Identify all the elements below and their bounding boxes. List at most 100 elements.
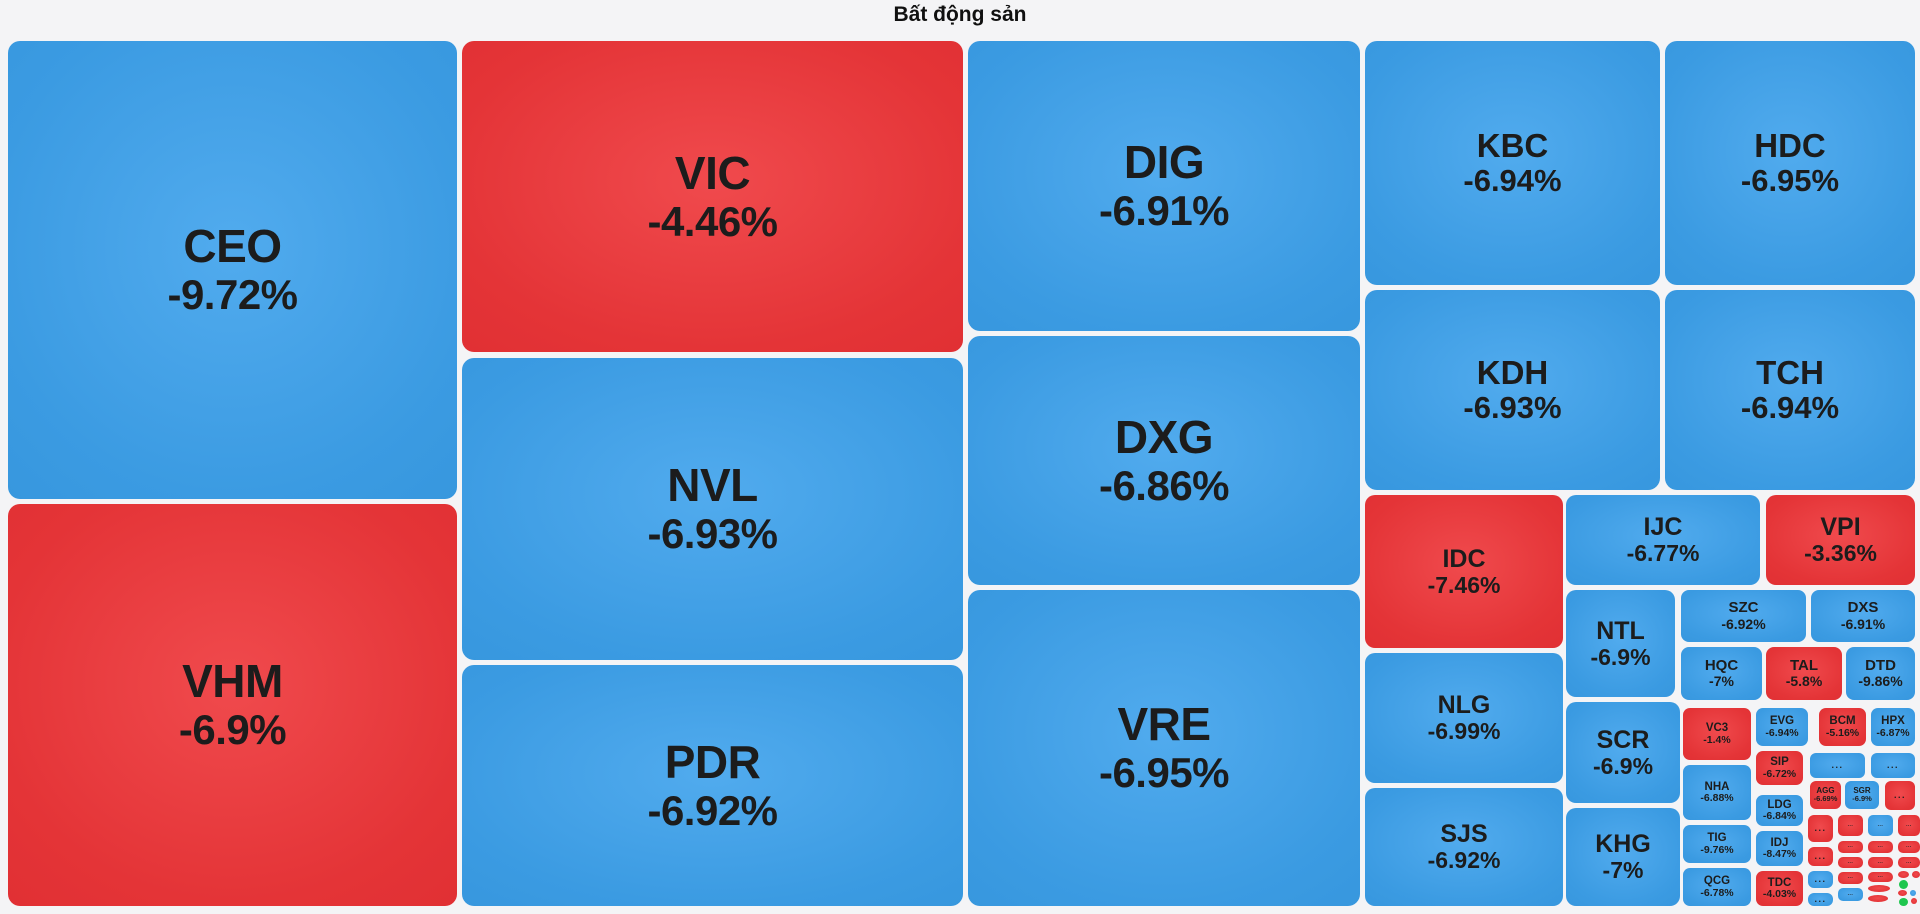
tile-placeholder[interactable]: ...	[1838, 841, 1863, 853]
ticker-label: HPX	[1881, 715, 1905, 728]
tile-placeholder[interactable]: ...	[1838, 888, 1863, 901]
placeholder-dots: ...	[1906, 843, 1912, 850]
placeholder-dots: ...	[1814, 873, 1827, 884]
tile-ntl[interactable]: NTL -6.9%	[1566, 590, 1675, 697]
tile-placeholder[interactable]: ...	[1868, 857, 1893, 868]
tile-placeholder[interactable]	[1868, 885, 1890, 892]
ticker-label: NLG	[1437, 691, 1491, 720]
tile-placeholder[interactable]: ...	[1898, 815, 1920, 836]
tile-placeholder[interactable]	[1899, 880, 1908, 889]
tile-placeholder[interactable]	[1898, 890, 1907, 896]
placeholder-dots: ...	[1847, 843, 1854, 850]
tile-placeholder[interactable]: ...	[1838, 815, 1863, 836]
tile-placeholder[interactable]: ...	[1871, 753, 1915, 778]
change-value: -6.91%	[1840, 615, 1886, 632]
placeholder-dots: ...	[1831, 759, 1844, 770]
tile-nha[interactable]: NHA -6.88%	[1683, 765, 1751, 820]
ticker-label: TIG	[1707, 832, 1727, 845]
tile-placeholder[interactable]	[1910, 890, 1916, 896]
tile-szc[interactable]: SZC -6.92%	[1681, 590, 1806, 642]
change-value: -6.88%	[1700, 792, 1734, 805]
ticker-label: KBC	[1476, 127, 1549, 165]
tile-agg[interactable]: AGG -6.69%	[1810, 781, 1841, 809]
change-value: -6.92%	[647, 786, 778, 834]
tile-placeholder[interactable]: ...	[1868, 815, 1893, 836]
ticker-label: DXS	[1847, 599, 1879, 617]
ticker-label: IDJ	[1770, 836, 1789, 849]
ticker-label: EVG	[1769, 715, 1795, 728]
ticker-label: KHG	[1595, 830, 1651, 859]
change-value: -7.46%	[1427, 571, 1501, 598]
tile-qcg[interactable]: QCG -6.78%	[1683, 868, 1751, 906]
tile-ijc[interactable]: IJC -6.77%	[1566, 495, 1760, 585]
change-value: -6.84%	[1762, 810, 1797, 823]
tile-placeholder[interactable]: ...	[1868, 872, 1893, 882]
change-value: -6.9%	[1592, 752, 1654, 779]
tile-ceo[interactable]: CEO -9.72%	[8, 41, 457, 499]
tile-scr[interactable]: SCR -6.9%	[1566, 702, 1680, 803]
tile-vre[interactable]: VRE -6.95%	[968, 590, 1360, 906]
tile-tig[interactable]: TIG -9.76%	[1683, 825, 1751, 863]
placeholder-dots: ...	[1847, 821, 1854, 828]
tile-placeholder[interactable]	[1912, 871, 1920, 878]
tile-idc[interactable]: IDC -7.46%	[1365, 495, 1563, 648]
ticker-label: HDC	[1754, 127, 1826, 165]
tile-placeholder[interactable]: ...	[1808, 871, 1833, 888]
tile-tch[interactable]: TCH -6.94%	[1665, 290, 1915, 490]
tile-placeholder[interactable]: ...	[1808, 847, 1833, 866]
ticker-label: KDH	[1476, 354, 1549, 392]
tile-dxs[interactable]: DXS -6.91%	[1811, 590, 1915, 642]
tile-placeholder[interactable]: ...	[1808, 893, 1833, 906]
tile-hdc[interactable]: HDC -6.95%	[1665, 41, 1915, 285]
tile-kdh[interactable]: KDH -6.93%	[1365, 290, 1660, 490]
ticker-label: CEO	[183, 220, 282, 273]
tile-vc3[interactable]: VC3 -1.4%	[1683, 708, 1751, 760]
tile-nlg[interactable]: NLG -6.99%	[1365, 653, 1563, 783]
tile-dig[interactable]: DIG -6.91%	[968, 41, 1360, 331]
tile-placeholder[interactable]: ...	[1885, 781, 1915, 810]
placeholder-dots: ...	[1814, 893, 1827, 904]
placeholder-dots: ...	[1877, 873, 1884, 880]
tile-placeholder[interactable]	[1911, 898, 1917, 904]
tile-vhm[interactable]: VHM -6.9%	[8, 504, 457, 906]
tile-nvl[interactable]: NVL -6.93%	[462, 358, 963, 660]
tile-sip[interactable]: SIP -6.72%	[1756, 751, 1803, 785]
tile-tal[interactable]: TAL -5.8%	[1766, 647, 1842, 700]
tile-idj[interactable]: IDJ -8.47%	[1756, 831, 1803, 866]
tile-ldg[interactable]: LDG -6.84%	[1756, 795, 1803, 826]
change-value: -6.86%	[1098, 461, 1230, 509]
tile-placeholder[interactable]	[1868, 895, 1888, 902]
tile-vpi[interactable]: VPI -3.36%	[1766, 495, 1915, 585]
tile-vic[interactable]: VIC -4.46%	[462, 41, 963, 352]
tile-dtd[interactable]: DTD -9.86%	[1846, 647, 1915, 700]
tile-sgr[interactable]: SGR -6.9%	[1845, 781, 1879, 809]
ticker-label: IDC	[1442, 544, 1486, 573]
tile-evg[interactable]: EVG -6.94%	[1756, 708, 1808, 746]
tile-placeholder[interactable]	[1898, 871, 1909, 878]
tile-dxg[interactable]: DXG -6.86%	[968, 336, 1360, 585]
change-value: -6.99%	[1427, 718, 1501, 745]
tile-placeholder[interactable]: ...	[1868, 841, 1893, 853]
tile-pdr[interactable]: PDR -6.92%	[462, 665, 963, 906]
tile-hpx[interactable]: HPX -6.87%	[1871, 708, 1915, 746]
tile-placeholder[interactable]: ...	[1898, 857, 1920, 868]
change-value: -8.47%	[1762, 848, 1797, 861]
change-value: -5.16%	[1825, 726, 1860, 739]
tile-placeholder[interactable]: ...	[1838, 857, 1863, 868]
tile-placeholder[interactable]: ...	[1810, 753, 1865, 778]
tile-sjs[interactable]: SJS -6.92%	[1365, 788, 1563, 906]
change-value: -6.9%	[1590, 643, 1651, 670]
tile-bcm[interactable]: BCM -5.16%	[1819, 708, 1866, 746]
tile-placeholder[interactable]: ...	[1838, 872, 1863, 884]
tile-hqc[interactable]: HQC -7%	[1681, 647, 1762, 700]
tile-placeholder[interactable]	[1899, 898, 1908, 906]
tile-khg[interactable]: KHG -7%	[1566, 808, 1680, 906]
tile-placeholder[interactable]: ...	[1898, 841, 1920, 853]
change-value: -6.95%	[1098, 749, 1230, 797]
tile-kbc[interactable]: KBC -6.94%	[1365, 41, 1660, 285]
placeholder-dots: ...	[1886, 759, 1899, 770]
placeholder-dots: ...	[1893, 789, 1906, 800]
tile-placeholder[interactable]: ...	[1808, 815, 1833, 842]
change-value: -6.93%	[1463, 390, 1562, 426]
tile-tdc[interactable]: TDC -4.03%	[1756, 871, 1803, 906]
